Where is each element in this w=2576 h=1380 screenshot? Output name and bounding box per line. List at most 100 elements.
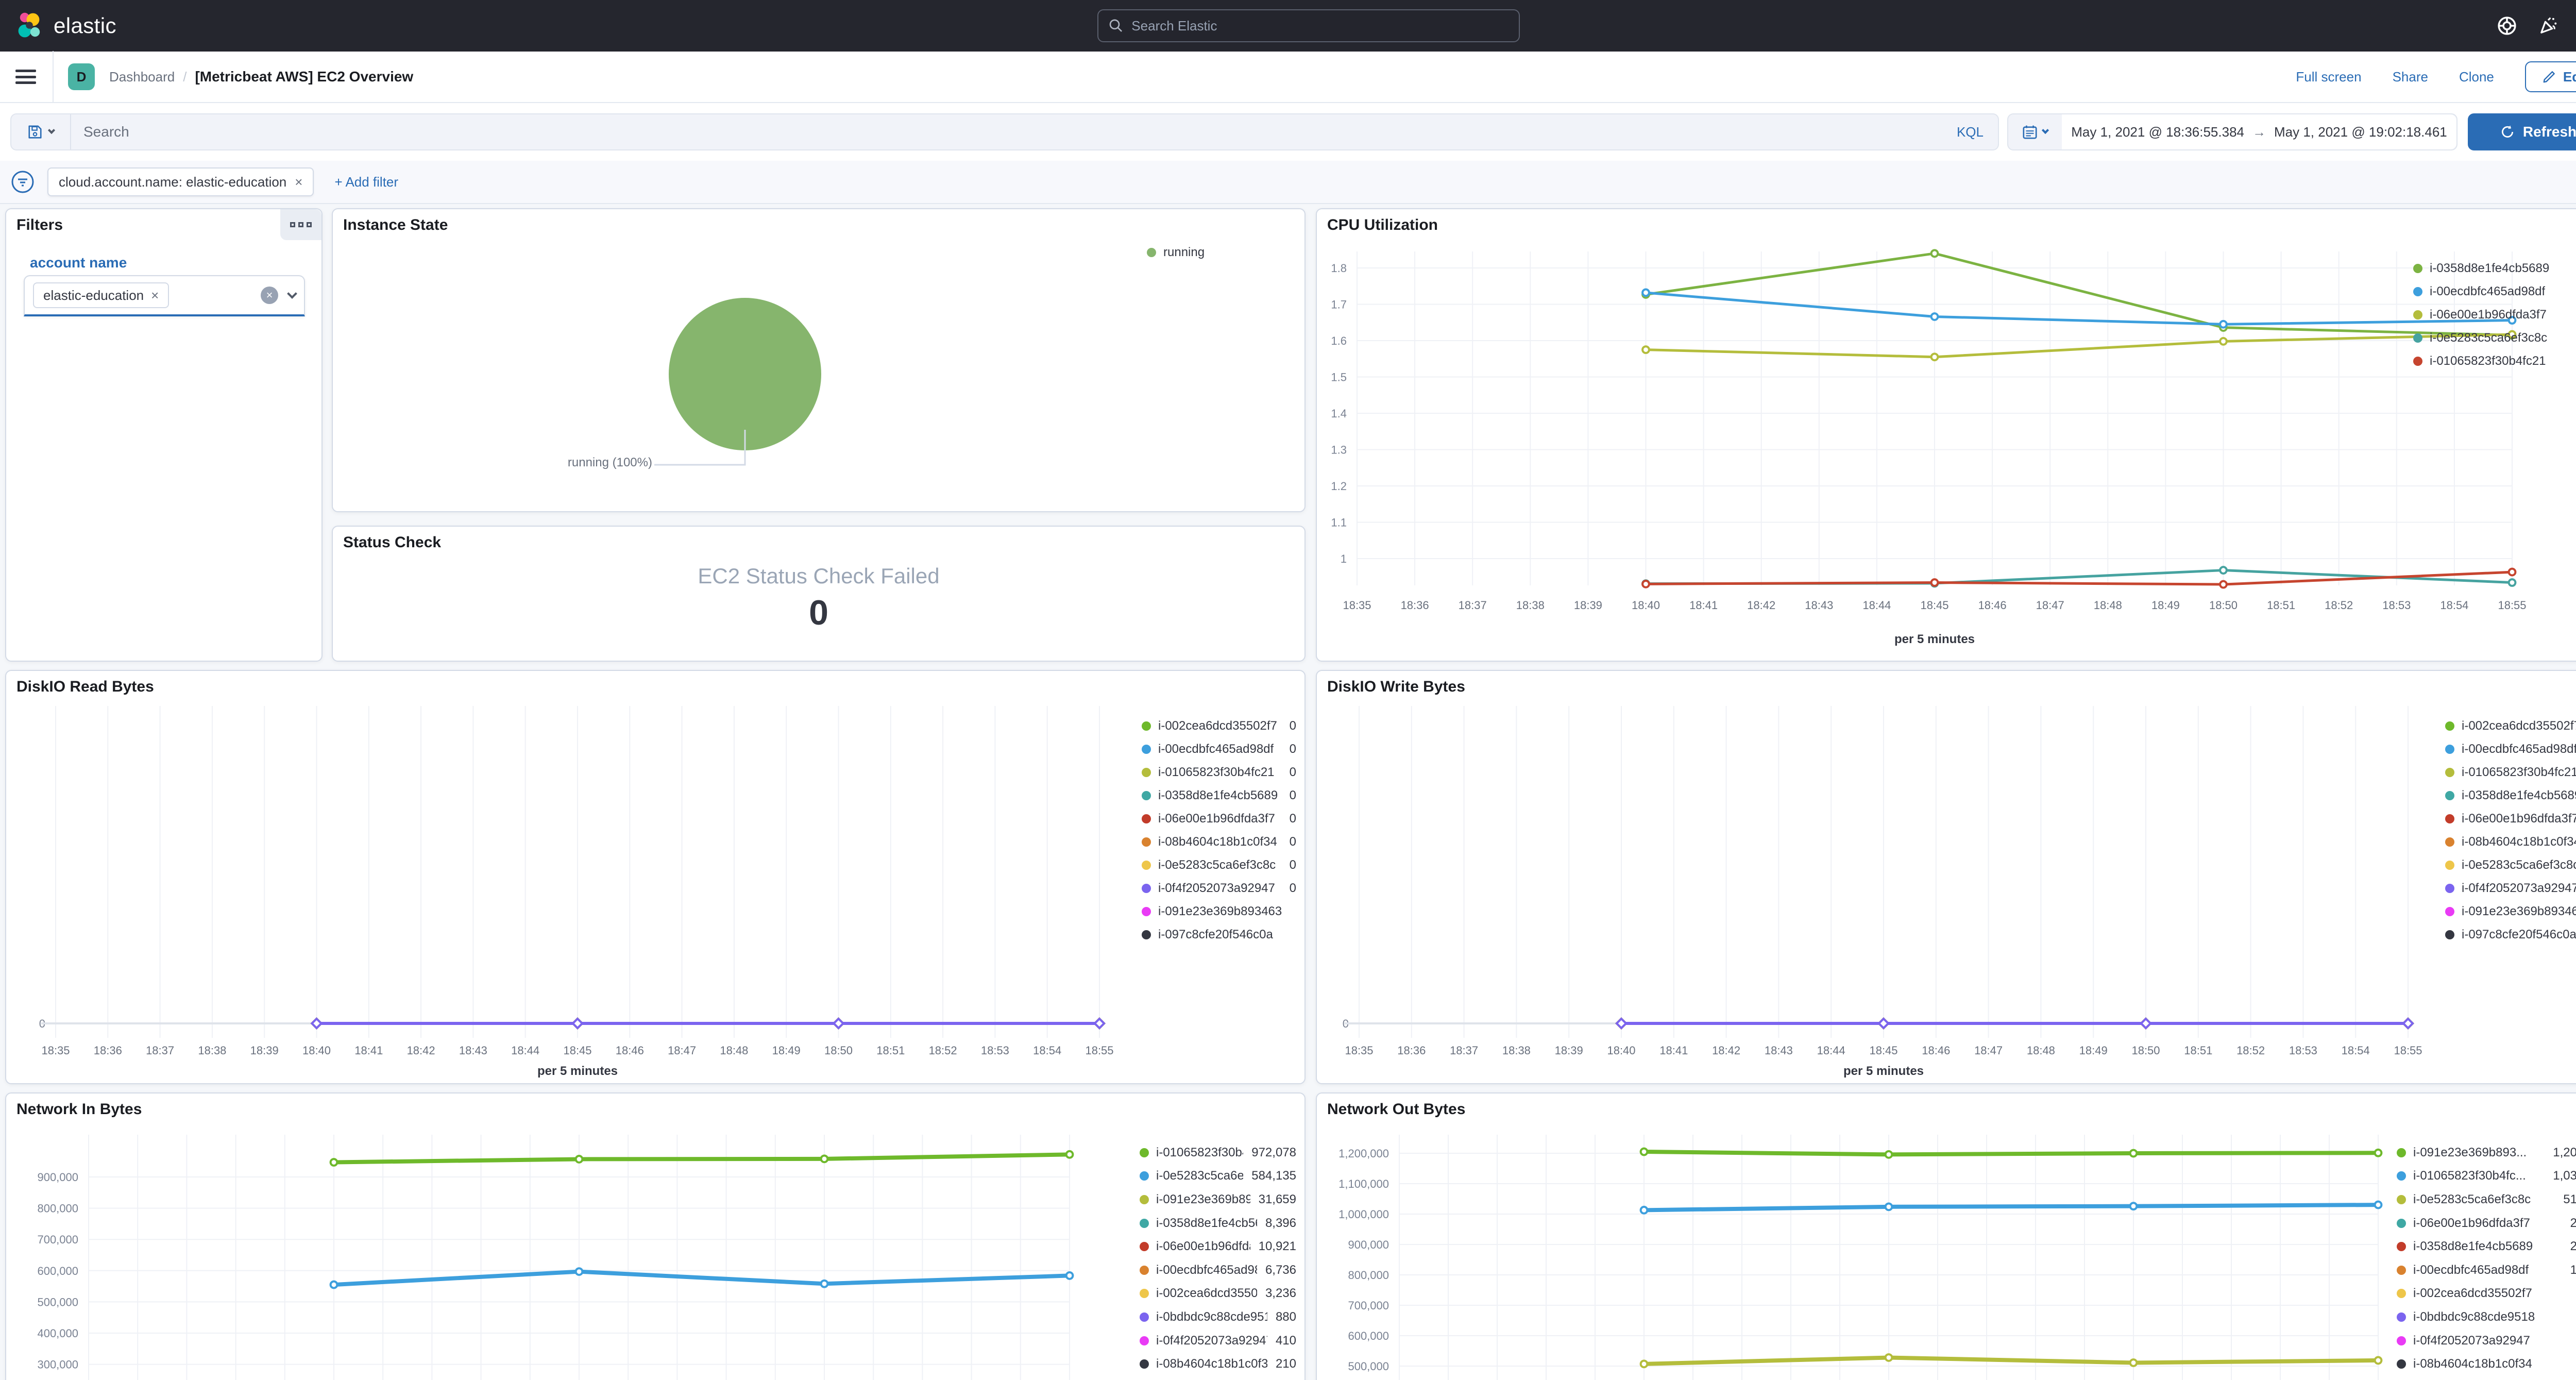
cpu-chart-canvas[interactable]: 18:35 18:36 18:37 18:38 18:39 18:40 18:41 18:42…	[1317, 209, 2576, 662]
data-point[interactable]	[574, 1267, 584, 1276]
legend-item[interactable]: i-08b4604c18b1c0f34 0	[1142, 830, 1296, 853]
legend-item[interactable]: i-01065823f30b4fc21 972,078	[1140, 1141, 1296, 1165]
data-point[interactable]	[1930, 352, 1939, 362]
query-input-box[interactable]: KQL	[10, 113, 1999, 150]
data-point[interactable]	[329, 1158, 338, 1167]
diskio-write-chart-canvas[interactable]: 18:35 18:36 18:37 18:38 18:39 18:40 18:41 18:42…	[1317, 671, 2576, 1084]
legend-item[interactable]: i-0bdbdc9c88cde9518589	[2397, 1305, 2576, 1329]
data-point[interactable]	[2374, 1200, 2383, 1209]
legend-item[interactable]: i-08b4604c18b1c0f34196	[2397, 1352, 2576, 1376]
legend-item[interactable]: i-0e5283c5ca6ef3c8c 0.934	[2413, 326, 2576, 349]
selected-option-pill[interactable]: elastic-education ×	[33, 282, 170, 308]
pie-slice-running[interactable]	[669, 298, 821, 450]
data-point[interactable]	[574, 1155, 584, 1164]
date-from[interactable]: May 1, 2021 @ 18:36:55.384	[2071, 124, 2244, 140]
legend-item[interactable]: i-0358d8e1fe4cb5689 0	[1142, 784, 1296, 807]
diskio-read-chart-canvas[interactable]: 18:35 18:36 18:37 18:38 18:39 18:40 18:41 18:42…	[6, 671, 1306, 1084]
legend-item[interactable]: i-091e23e369b893463 31,659	[1140, 1188, 1296, 1211]
series-line[interactable]	[1645, 291, 2514, 326]
data-point[interactable]	[1065, 1150, 1074, 1159]
network-out-chart-canvas[interactable]: 1,200,000 1,100,000 1,000,000 900,000 800,00…	[1317, 1093, 2576, 1380]
share-button[interactable]: Share	[2392, 69, 2428, 85]
series-line[interactable]	[1642, 1203, 2380, 1213]
data-point[interactable]	[329, 1280, 338, 1289]
legend-item[interactable]: i-002cea6dcd35502f7 8,779	[2397, 1282, 2576, 1306]
query-search-input[interactable]	[71, 124, 1957, 140]
remove-option-icon[interactable]: ×	[151, 287, 159, 303]
kql-selector[interactable]: KQL	[1956, 124, 1984, 140]
series-line[interactable]	[1642, 1150, 2380, 1157]
date-range[interactable]: May 1, 2021 @ 18:36:55.384 → May 1, 2021…	[2062, 114, 2456, 149]
legend-item[interactable]: i-0358d8e1fe4cb5689 8,396	[1140, 1211, 1296, 1235]
data-point[interactable]	[571, 1017, 584, 1030]
legend-item[interactable]: i-06e00e1b96dfda3f7 24,685	[2397, 1211, 2576, 1235]
legend-item[interactable]: i-0e5283c5ca6ef3c8c 518,769	[2397, 1188, 2576, 1211]
legend-item[interactable]: i-0358d8e1fe4cb5689 1.615	[2413, 257, 2576, 280]
legend-item[interactable]: i-0e5283c5ca6ef3c8c 0	[1142, 853, 1296, 877]
series-line[interactable]	[1645, 333, 2514, 359]
data-point[interactable]	[1093, 1017, 1106, 1030]
data-point[interactable]	[1877, 1017, 1890, 1030]
legend-item[interactable]: i-06e00e1b96dfda3f7 10,921	[1140, 1235, 1296, 1258]
full-screen-button[interactable]: Full screen	[2296, 69, 2362, 85]
data-point[interactable]	[2129, 1202, 2138, 1211]
data-point[interactable]	[1930, 312, 1939, 321]
instance-state-pie-chart[interactable]	[333, 209, 1306, 512]
remove-filter-icon[interactable]: ×	[295, 174, 303, 190]
legend-item[interactable]: i-01065823f30b4fc... 1,030,384	[2397, 1165, 2576, 1188]
data-point[interactable]	[2219, 580, 2228, 589]
data-point[interactable]	[2219, 319, 2228, 329]
global-search-box[interactable]	[1097, 9, 1520, 42]
data-point[interactable]	[1930, 249, 1939, 258]
data-point[interactable]	[1639, 1359, 1649, 1369]
data-point[interactable]	[2507, 316, 2517, 325]
data-point[interactable]	[2374, 1148, 2383, 1157]
data-point[interactable]	[820, 1279, 829, 1288]
legend-item[interactable]: i-08b4604c18b1c0f34 210	[1140, 1352, 1296, 1376]
data-point[interactable]	[2374, 1356, 2383, 1365]
data-point[interactable]	[2507, 578, 2517, 587]
data-point[interactable]	[2140, 1017, 2152, 1030]
menu-icon[interactable]	[15, 70, 36, 84]
chevron-down-icon[interactable]	[287, 289, 297, 299]
legend-item[interactable]: i-091e23e369b893463	[1142, 900, 1296, 923]
data-point[interactable]	[1884, 1150, 1893, 1159]
data-point[interactable]	[1884, 1353, 1893, 1362]
data-point[interactable]	[1615, 1017, 1628, 1030]
global-search-input[interactable]	[1131, 18, 1509, 34]
legend-item[interactable]: i-002cea6dcd35502f7 3,236	[1140, 1282, 1296, 1306]
data-point[interactable]	[1641, 345, 1650, 355]
legend-item[interactable]: i-0f4f2052073a92947 410	[1140, 1329, 1296, 1353]
data-point[interactable]	[1641, 288, 1650, 297]
legend-item[interactable]: running	[1147, 245, 1205, 260]
network-in-chart-canvas[interactable]: 900,000 800,000 700,000 600,000 500,000 400,0…	[6, 1093, 1306, 1380]
data-point[interactable]	[2219, 337, 2228, 346]
data-point[interactable]	[1641, 579, 1650, 588]
legend-item[interactable]: i-0e5283c5ca6ef3c8c 584,135	[1140, 1165, 1296, 1188]
edit-button[interactable]: Edit	[2524, 61, 2576, 92]
saved-query-menu-button[interactable]	[11, 114, 71, 149]
data-point[interactable]	[2507, 567, 2517, 577]
data-point[interactable]	[820, 1154, 829, 1164]
legend-item[interactable]: i-00ecdbfc465ad98df 6,736	[1140, 1258, 1296, 1282]
data-point[interactable]	[2219, 566, 2228, 575]
legend-item[interactable]: i-0bdbdc9c88cde9518 880	[1140, 1305, 1296, 1329]
data-point[interactable]	[1930, 578, 1939, 587]
filter-options-icon[interactable]	[10, 170, 35, 194]
panel-options-icon[interactable]	[280, 209, 321, 240]
series-line[interactable]	[1645, 570, 2514, 586]
data-point[interactable]	[1884, 1202, 1893, 1211]
control-label[interactable]: account name	[30, 255, 127, 271]
data-point[interactable]	[2129, 1149, 2138, 1158]
newsfeed-icon[interactable]	[2537, 14, 2560, 37]
data-point[interactable]	[310, 1017, 323, 1030]
series-line[interactable]	[1642, 1355, 2380, 1366]
clear-selection-icon[interactable]: ×	[261, 287, 278, 304]
